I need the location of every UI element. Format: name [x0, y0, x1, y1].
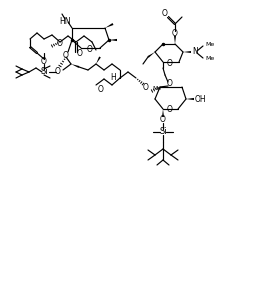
Text: O: O — [166, 58, 172, 67]
Text: O: O — [77, 50, 83, 58]
Polygon shape — [147, 52, 154, 58]
Polygon shape — [105, 23, 113, 28]
Text: O: O — [41, 56, 47, 65]
Text: O: O — [98, 85, 104, 94]
Text: N: N — [191, 47, 197, 56]
Text: OH: OH — [194, 94, 205, 103]
Polygon shape — [96, 56, 101, 64]
Text: O: O — [142, 83, 148, 91]
Polygon shape — [173, 36, 175, 44]
Text: O: O — [160, 116, 165, 124]
Text: O: O — [166, 80, 172, 89]
Text: O: O — [87, 45, 92, 54]
Text: O: O — [166, 105, 172, 114]
Text: Si: Si — [40, 67, 48, 76]
Text: O: O — [171, 28, 177, 38]
Text: Me: Me — [204, 56, 213, 61]
Polygon shape — [161, 109, 163, 117]
Text: Me: Me — [151, 87, 161, 91]
Polygon shape — [71, 64, 79, 68]
Polygon shape — [182, 51, 190, 53]
Text: O: O — [57, 39, 63, 49]
Text: H: H — [110, 72, 115, 81]
Text: Me: Me — [204, 43, 213, 47]
Polygon shape — [108, 39, 117, 41]
Text: O: O — [63, 50, 69, 60]
Text: Si: Si — [158, 127, 166, 136]
Text: HN: HN — [59, 17, 70, 25]
Text: O: O — [162, 10, 167, 19]
Polygon shape — [185, 98, 193, 100]
Text: O: O — [55, 67, 61, 76]
